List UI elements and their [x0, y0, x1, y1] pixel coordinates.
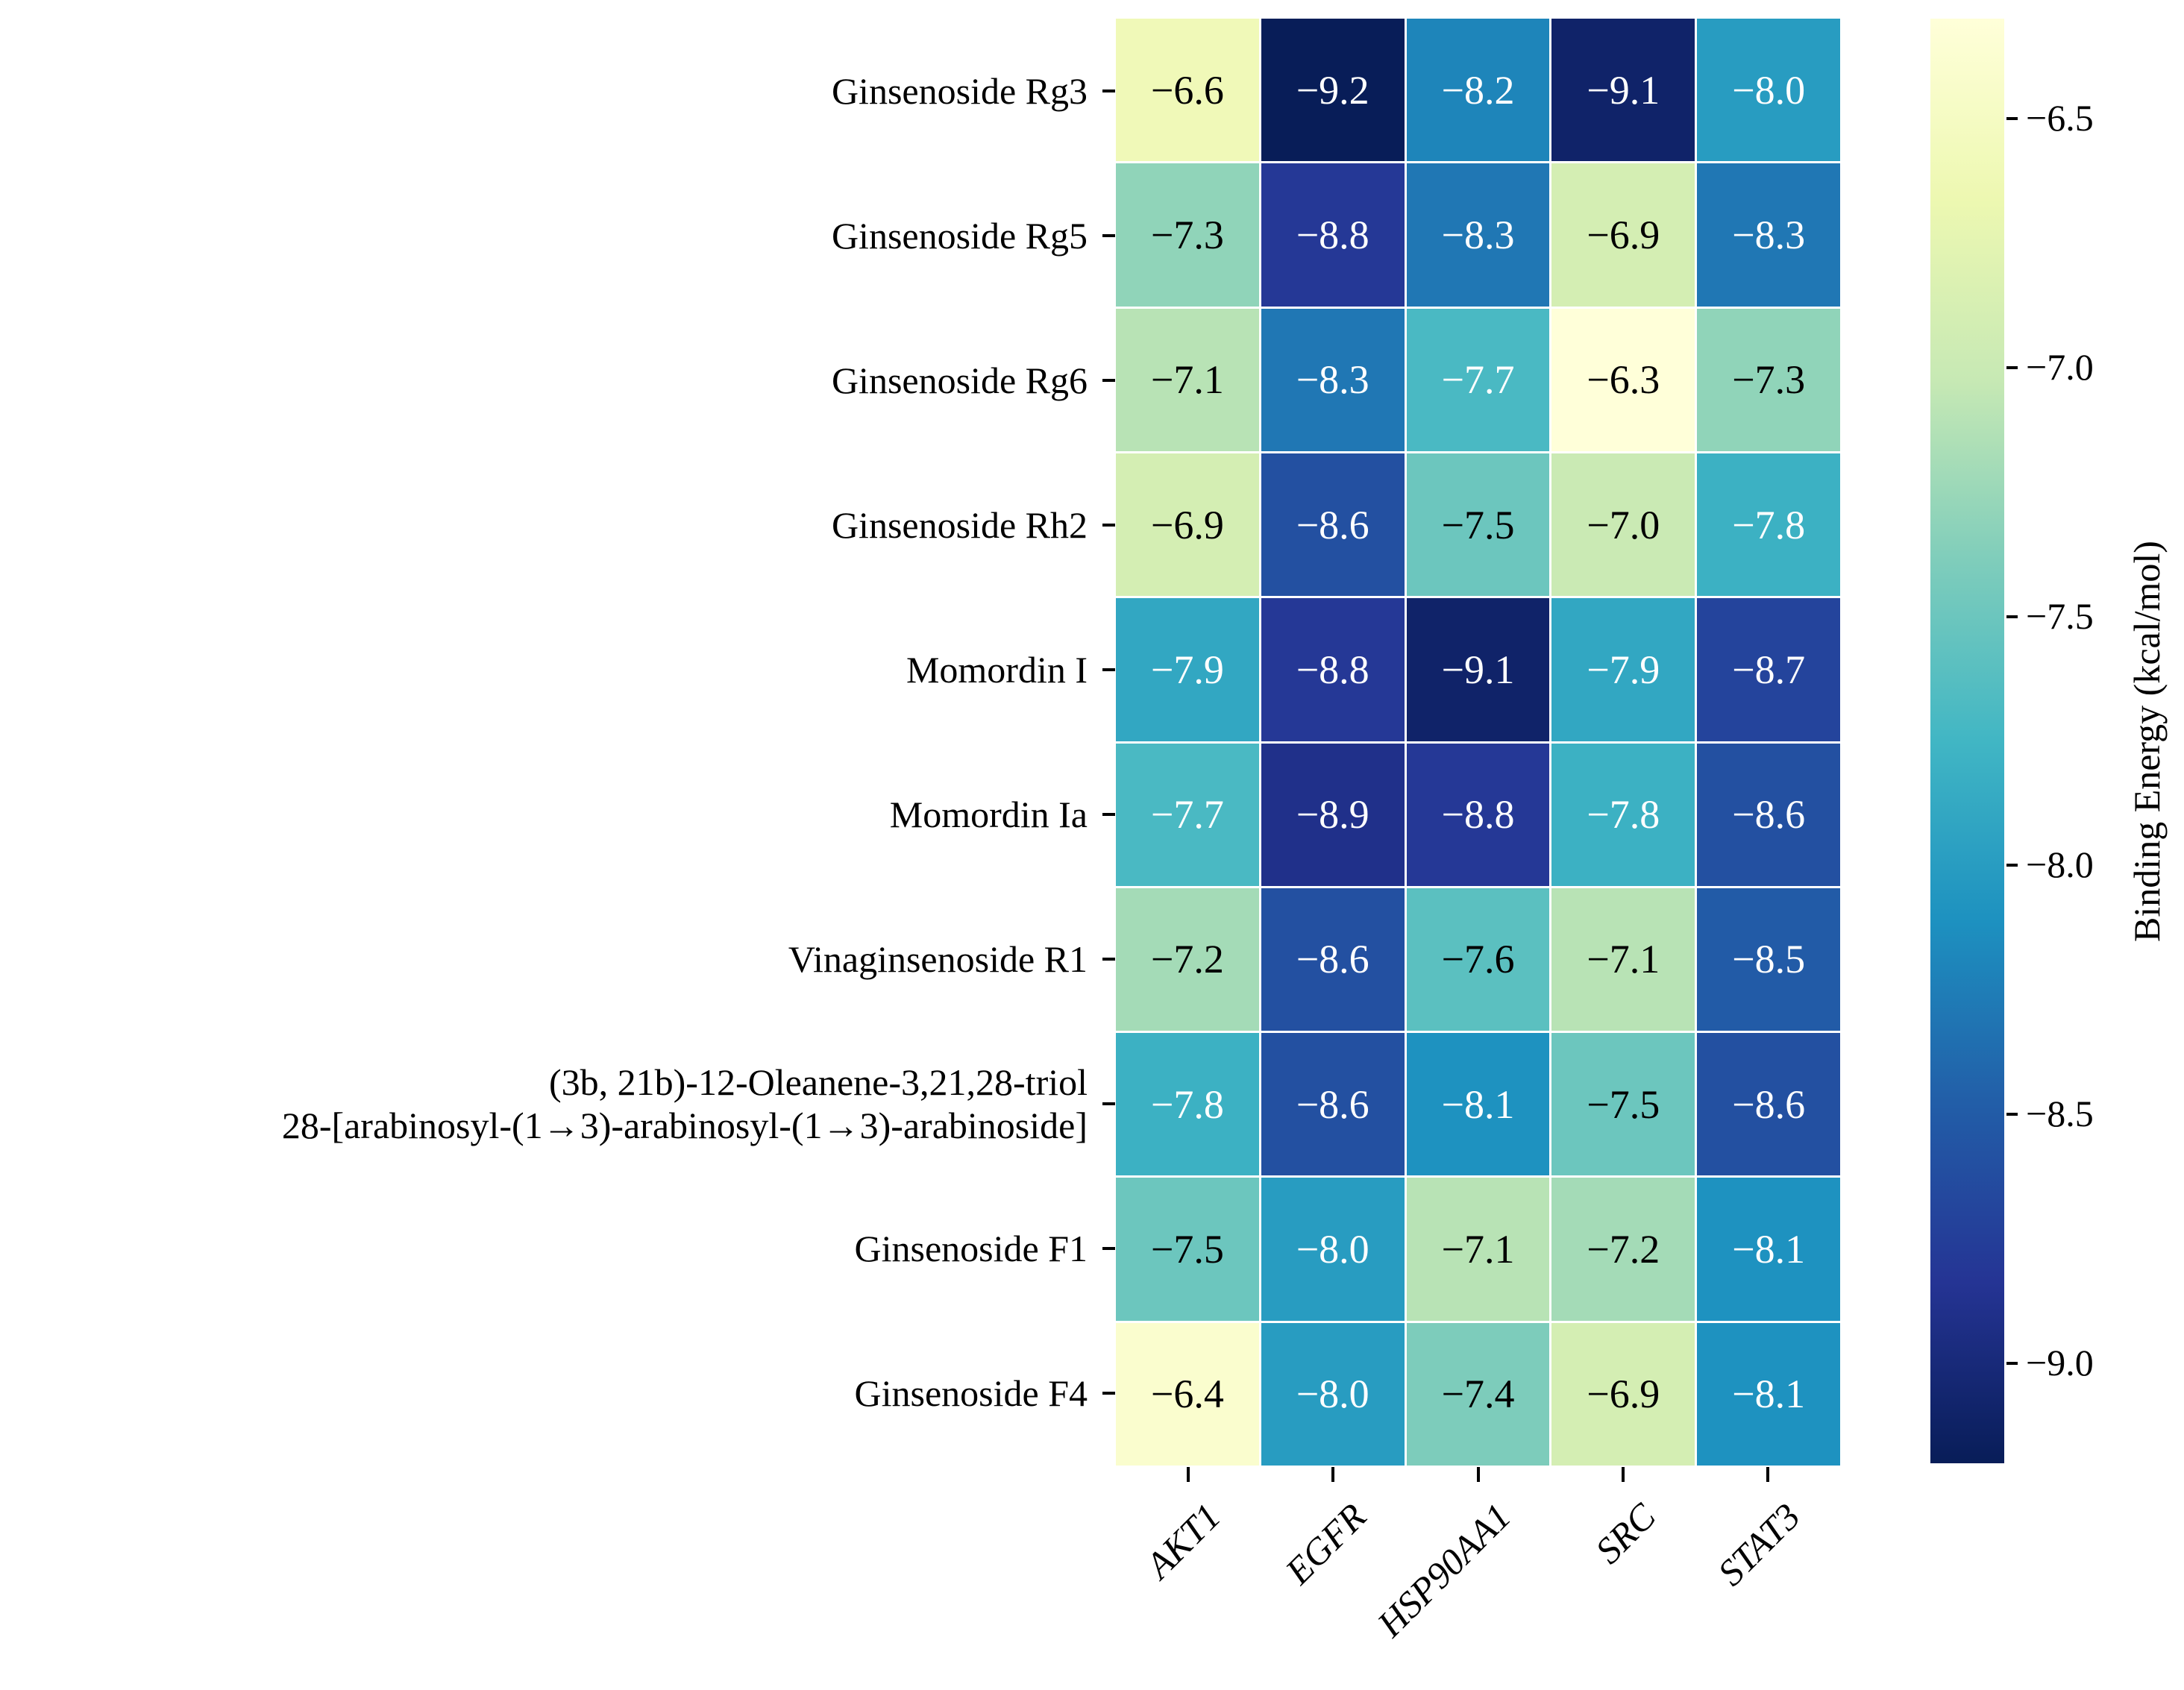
- heatmap-cell: −6.9: [1551, 1322, 1695, 1466]
- x-tick: [1187, 1467, 1190, 1482]
- heatmap-cell: −8.3: [1406, 163, 1550, 307]
- heatmap-cell: −7.6: [1406, 888, 1550, 1031]
- heatmap-cell: −8.8: [1261, 163, 1405, 307]
- y-tick: [1102, 379, 1115, 382]
- column-label: EGFR: [1276, 1495, 1374, 1592]
- y-tick: [1102, 1102, 1115, 1105]
- heatmap-cell: −6.9: [1116, 453, 1259, 597]
- x-tick: [1621, 1467, 1625, 1482]
- row-label: Ginsenoside F4: [854, 1372, 1088, 1414]
- colorbar-tick-label: −6.5: [2026, 96, 2094, 139]
- heatmap-cell: −7.3: [1116, 163, 1259, 307]
- heatmap-cell: −7.1: [1551, 888, 1695, 1031]
- heatmap-cell: −8.9: [1261, 743, 1405, 886]
- colorbar-tick: [2006, 1362, 2018, 1366]
- heatmap-cell: −8.3: [1697, 163, 1840, 307]
- colorbar-tick: [2006, 864, 2018, 867]
- y-tick: [1102, 89, 1115, 92]
- column-label: HSP90AA1: [1369, 1495, 1519, 1645]
- heatmap-cell: −6.3: [1551, 308, 1695, 451]
- row-label: Momordin I: [906, 649, 1088, 691]
- y-tick: [1102, 234, 1115, 237]
- heatmap-cell: −8.3: [1261, 308, 1405, 451]
- y-tick: [1102, 524, 1115, 527]
- row-label: Ginsenoside Rh2: [831, 504, 1088, 546]
- heatmap-cell: −8.2: [1406, 19, 1550, 162]
- row-label: Ginsenoside F1: [854, 1228, 1088, 1269]
- heatmap-cell: −7.8: [1551, 743, 1695, 886]
- heatmap-cell: −8.6: [1261, 888, 1405, 1031]
- heatmap-cell: −7.9: [1551, 598, 1695, 741]
- colorbar-gradient: [1930, 19, 2004, 1463]
- heatmap-cell: −7.5: [1551, 1033, 1695, 1176]
- heatmap-cell: −7.5: [1406, 453, 1550, 597]
- heatmap-cell: −7.1: [1406, 1178, 1550, 1321]
- colorbar-tick: [2006, 1113, 2018, 1116]
- heatmap-cell: −8.8: [1261, 598, 1405, 741]
- row-label: Ginsenoside Rg6: [831, 359, 1088, 401]
- heatmap-cell: −6.9: [1551, 163, 1695, 307]
- heatmap-cell: −7.9: [1116, 598, 1259, 741]
- heatmap-cell: −9.1: [1551, 19, 1695, 162]
- colorbar-tick-label: −7.0: [2026, 345, 2094, 388]
- y-tick: [1102, 958, 1115, 961]
- heatmap-cell: −8.0: [1261, 1322, 1405, 1466]
- colorbar-tick-label: −7.5: [2026, 594, 2094, 637]
- colorbar-tick: [2006, 615, 2018, 618]
- heatmap-cell: −8.1: [1697, 1322, 1840, 1466]
- colorbar-axis-label-text: Binding Energy (kcal/mol): [2126, 540, 2168, 942]
- heatmap-cell: −8.8: [1406, 743, 1550, 886]
- y-tick: [1102, 813, 1115, 816]
- heatmap-cell: −8.0: [1261, 1178, 1405, 1321]
- heatmap-grid: −6.6 −9.2 −8.2 −9.1 −8.0 −7.3 −8.8 −8.3 −6.9 −8.3…: [1116, 19, 1840, 1466]
- colorbar-tick: [2006, 116, 2018, 120]
- heatmap-cell: −7.0: [1551, 453, 1695, 597]
- heatmap-cell: −7.7: [1116, 743, 1259, 886]
- heatmap-cell: −8.1: [1406, 1033, 1550, 1176]
- column-label: SRC: [1587, 1495, 1664, 1572]
- heatmap-cell: −9.1: [1406, 598, 1550, 741]
- heatmap-cell: −8.6: [1697, 1033, 1840, 1176]
- heatmap-cell: −7.5: [1116, 1178, 1259, 1321]
- x-tick: [1766, 1467, 1769, 1482]
- row-label: Ginsenoside Rg3: [831, 70, 1088, 112]
- colorbar-tick-label: −8.5: [2026, 1093, 2094, 1135]
- column-label: STAT3: [1710, 1495, 1809, 1594]
- heatmap-cell: −8.6: [1261, 1033, 1405, 1176]
- heatmap-cell: −8.1: [1697, 1178, 1840, 1321]
- heatmap-cell: −7.4: [1406, 1322, 1550, 1466]
- heatmap-cell: −8.7: [1697, 598, 1840, 741]
- heatmap-cell: −8.6: [1697, 743, 1840, 886]
- colorbar-tick: [2006, 365, 2018, 369]
- heatmap-cell: −7.2: [1551, 1178, 1695, 1321]
- x-tick: [1476, 1467, 1480, 1482]
- y-tick: [1102, 668, 1115, 671]
- heatmap-cell: −7.1: [1116, 308, 1259, 451]
- heatmap-cell: −7.8: [1116, 1033, 1259, 1176]
- heatmap-cell: −7.7: [1406, 308, 1550, 451]
- colorbar-tick-label: −9.0: [2026, 1342, 2094, 1384]
- row-label: Vinaginsenoside R1: [788, 938, 1088, 980]
- heatmap-cell: −9.2: [1261, 19, 1405, 162]
- heatmap-cell: −8.6: [1261, 453, 1405, 597]
- colorbar-tick-label: −8.0: [2026, 844, 2094, 886]
- heatmap-cell: −7.2: [1116, 888, 1259, 1031]
- row-label: Momordin Ia: [889, 794, 1088, 835]
- heatmap-cell: −8.5: [1697, 888, 1840, 1031]
- heatmap-cell: −7.8: [1697, 453, 1840, 597]
- heatmap-cell: −7.3: [1697, 308, 1840, 451]
- x-tick: [1331, 1467, 1335, 1482]
- y-tick: [1102, 1247, 1115, 1250]
- heatmap-cell: −6.6: [1116, 19, 1259, 162]
- heatmap-cell: −6.4: [1116, 1322, 1259, 1466]
- column-label: AKT1: [1138, 1495, 1229, 1586]
- colorbar-axis-label: Binding Energy (kcal/mol): [2118, 19, 2175, 1463]
- y-tick: [1102, 1392, 1115, 1395]
- row-label: Ginsenoside Rg5: [831, 215, 1088, 257]
- heatmap-cell: −8.0: [1697, 19, 1840, 162]
- row-label: (3b, 21b)-12-Oleanene-3,21,28-triol 28-[…: [281, 1061, 1088, 1146]
